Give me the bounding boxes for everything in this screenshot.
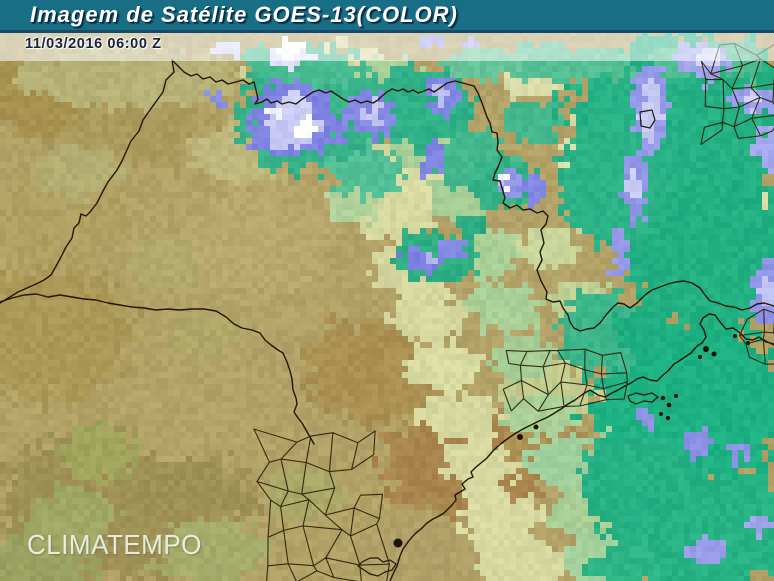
- climatempo-watermark: CLIMATEMPO: [27, 529, 202, 560]
- page-title: Imagem de Satélite GOES-13(COLOR): [30, 2, 458, 27]
- timestamp-band: [0, 32, 774, 61]
- title-bar: Imagem de Satélite GOES-13(COLOR): [0, 0, 774, 33]
- timestamp-label: 11/03/2016 06:00 Z: [25, 36, 162, 52]
